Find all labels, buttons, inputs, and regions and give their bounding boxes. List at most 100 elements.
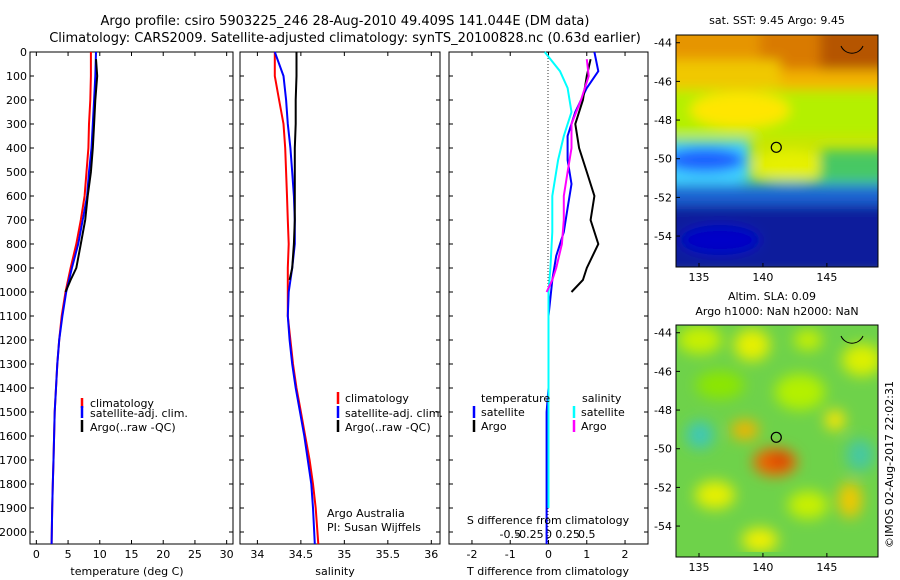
series-line-2 bbox=[288, 52, 298, 281]
temperature-legend: climatology satellite-adj. clim. Argo(..… bbox=[80, 397, 188, 434]
y-tick-label: 1500 bbox=[0, 406, 27, 419]
map-y-tick-label: -50 bbox=[654, 443, 672, 456]
map-y-tick-label: -48 bbox=[654, 114, 672, 127]
y-tick-label: 400 bbox=[6, 142, 27, 155]
temperature-axes-box bbox=[29, 51, 234, 545]
salinity-legend: climatology satellite-adj. clim. Argo(..… bbox=[336, 392, 443, 434]
temperature-xlabel: temperature (deg C) bbox=[70, 565, 183, 578]
x-tick-label-S: 0 bbox=[545, 528, 552, 541]
x-tick-label-S: -0.5 bbox=[499, 528, 520, 541]
salinity-panel: 34 34.5 35 35.5 36 salinity climatology sate… bbox=[239, 51, 443, 578]
legend-label-t-satellite: satellite bbox=[481, 406, 525, 419]
y-tick-label: 1300 bbox=[0, 358, 27, 371]
legend-label-climatology: climatology bbox=[345, 392, 409, 405]
x-tick-label: 36 bbox=[424, 548, 438, 561]
difference-panel: -2 -1 0 1 2 -0.5-0.25 0 0.250.5 T difference fr… bbox=[448, 51, 649, 578]
legend-title-temperature: temperature bbox=[481, 392, 550, 405]
x-tick-label-S: 0.25 bbox=[555, 528, 580, 541]
x-tick-label-S: -0.25 bbox=[515, 528, 543, 541]
figure-title-line1: Argo profile: csiro 5903225_246 28-Aug-2… bbox=[101, 14, 590, 29]
sla-map-frame bbox=[675, 324, 879, 558]
annotation-org: Argo Australia bbox=[327, 507, 405, 520]
legend-title-salinity: salinity bbox=[582, 392, 622, 405]
copyright-note: ©IMOS 02-Aug-2017 22:02:31 bbox=[883, 381, 896, 548]
map-y-tick-label: -52 bbox=[654, 191, 672, 204]
y-tick-label: 300 bbox=[6, 118, 27, 131]
sla-map-title: Altim. SLA: 0.09 bbox=[728, 290, 816, 303]
y-tick-label: 100 bbox=[6, 70, 27, 83]
difference-legend: temperature satellite Argo salinity sate… bbox=[472, 392, 625, 433]
salinity-xlabel: salinity bbox=[315, 565, 355, 578]
x-tick-label: 35 bbox=[337, 548, 351, 561]
diff-series-line-1 bbox=[570, 58, 600, 293]
map-x-tick-label: 145 bbox=[816, 271, 837, 284]
sst-map: sat. SST: 9.45 Argo: 9.45 bbox=[654, 14, 879, 284]
diff-series-line-3 bbox=[545, 59, 590, 293]
x-tick-label: 20 bbox=[156, 548, 170, 561]
sst-map-argo-marker bbox=[770, 141, 782, 153]
map-y-tick-label: -46 bbox=[654, 365, 672, 378]
map-y-tick-label: -48 bbox=[654, 404, 672, 417]
y-tick-label: 1700 bbox=[0, 454, 27, 467]
x-tick-label: 30 bbox=[220, 548, 234, 561]
x-tick-label: 10 bbox=[93, 548, 107, 561]
y-tick-label: 1000 bbox=[0, 286, 27, 299]
y-tick-label: 900 bbox=[6, 262, 27, 275]
difference-xlabel-S: S difference from climatology bbox=[467, 514, 630, 527]
map-y-tick-label: -54 bbox=[654, 230, 672, 243]
salinity-axes-box bbox=[239, 51, 441, 545]
x-tick-label-T: 1 bbox=[583, 548, 590, 561]
sst-map-arc bbox=[840, 45, 864, 54]
legend-label-t-argo: Argo bbox=[481, 420, 507, 433]
series-line-0 bbox=[50, 52, 92, 545]
legend-label-satellite: satellite-adj. clim. bbox=[345, 407, 443, 420]
y-tick-label: 200 bbox=[6, 94, 27, 107]
map-y-tick-label: -54 bbox=[654, 520, 672, 533]
y-tick-label: 1100 bbox=[0, 310, 27, 323]
sla-map-arc bbox=[840, 335, 864, 344]
legend-label-argo: Argo(..raw -QC) bbox=[90, 421, 176, 434]
sla-map-subtitle: Argo h1000: NaN h2000: NaN bbox=[695, 305, 858, 318]
difference-xlabel-T: T difference from climatology bbox=[466, 565, 629, 578]
x-tick-label-T: 0 bbox=[545, 548, 552, 561]
map-x-tick-label: 135 bbox=[689, 271, 710, 284]
figure-title-line2: Climatology: CARS2009. Satellite-adjuste… bbox=[49, 31, 641, 46]
y-tick-label: 1800 bbox=[0, 478, 27, 491]
y-tick-label: 600 bbox=[6, 190, 27, 203]
sst-map-title: sat. SST: 9.45 Argo: 9.45 bbox=[709, 14, 845, 27]
x-tick-label: 5 bbox=[65, 548, 72, 561]
temperature-panel: 0 5 10 15 20 25 300100200300400500600700800900… bbox=[0, 46, 234, 578]
legend-label-s-satellite: satellite bbox=[581, 406, 625, 419]
legend-label-argo: Argo(..raw -QC) bbox=[345, 421, 431, 434]
y-tick-label: 700 bbox=[6, 214, 27, 227]
x-tick-label: 15 bbox=[125, 548, 139, 561]
y-tick-label: 800 bbox=[6, 238, 27, 251]
x-tick-label-S: 0.5 bbox=[578, 528, 596, 541]
y-tick-label: 0 bbox=[20, 46, 27, 59]
legend-label-satellite: satellite-adj. clim. bbox=[90, 407, 188, 420]
map-x-tick-label: 135 bbox=[689, 561, 710, 574]
diff-series-line-2 bbox=[543, 51, 573, 508]
annotation-pi: PI: Susan Wijffels bbox=[327, 521, 421, 534]
map-y-tick-label: -44 bbox=[654, 327, 672, 340]
legend-label-climatology: climatology bbox=[90, 397, 154, 410]
y-tick-label: 1400 bbox=[0, 382, 27, 395]
sla-map-argo-marker bbox=[770, 431, 782, 443]
x-tick-label-T: 2 bbox=[622, 548, 629, 561]
x-tick-label-T: -2 bbox=[466, 548, 477, 561]
x-tick-label-T: -1 bbox=[505, 548, 516, 561]
sla-map: Altim. SLA: 0.09 Argo h1000: NaN h2000: … bbox=[654, 290, 879, 574]
x-tick-label: 34.5 bbox=[289, 548, 314, 561]
series-line-1 bbox=[273, 51, 316, 545]
y-tick-label: 1600 bbox=[0, 430, 27, 443]
map-y-tick-label: -52 bbox=[654, 481, 672, 494]
map-x-tick-label: 145 bbox=[816, 561, 837, 574]
map-y-tick-label: -46 bbox=[654, 75, 672, 88]
y-tick-label: 1200 bbox=[0, 334, 27, 347]
x-tick-label: 35.5 bbox=[376, 548, 401, 561]
map-x-tick-label: 140 bbox=[752, 271, 773, 284]
series-line-2 bbox=[64, 59, 99, 293]
y-tick-label: 1900 bbox=[0, 502, 27, 515]
map-x-tick-label: 140 bbox=[752, 561, 773, 574]
x-tick-label: 0 bbox=[33, 548, 40, 561]
